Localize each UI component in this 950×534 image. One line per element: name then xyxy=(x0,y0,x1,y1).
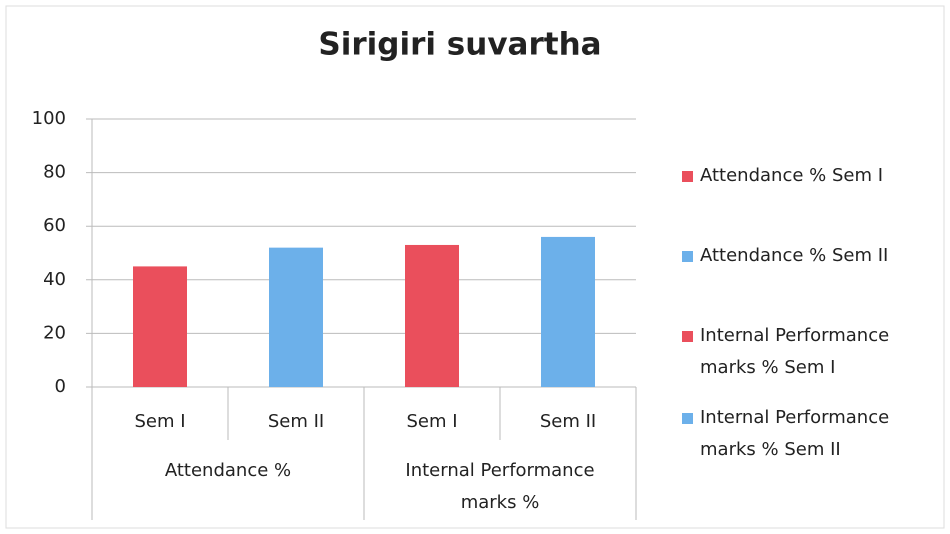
legend-item: Internal Performance marks % Sem I xyxy=(682,320,942,384)
chart-border xyxy=(5,5,945,529)
x-tick-label: Sem II xyxy=(268,411,324,432)
x-tick-label: Sem II xyxy=(540,411,596,432)
y-tick-label: 60 xyxy=(43,215,66,236)
legend-swatch xyxy=(682,171,693,182)
legend-swatch xyxy=(682,413,693,424)
legend-swatch xyxy=(682,331,693,342)
bar xyxy=(541,236,595,387)
group-label: Internal Performance marks % xyxy=(405,460,595,513)
group-label: Attendance % xyxy=(164,460,292,481)
legend-label: Attendance % Sem I xyxy=(700,165,884,186)
y-tick-label: 20 xyxy=(43,322,66,343)
legend-swatch xyxy=(682,251,693,262)
legend-label: Internal Performance marks % Sem II xyxy=(700,407,890,460)
y-tick-label: 80 xyxy=(43,162,66,183)
y-tick-label: 100 xyxy=(32,108,66,129)
x-tick-label: Sem I xyxy=(134,411,185,432)
y-tick-label: 40 xyxy=(43,269,66,290)
legend-item: Internal Performance marks % Sem II xyxy=(682,402,942,466)
legend-label: Attendance % Sem II xyxy=(700,245,889,266)
bar xyxy=(405,244,459,387)
legend-label: Internal Performance marks % Sem I xyxy=(700,325,890,378)
y-tick-label: 0 xyxy=(55,376,66,397)
chart-title: Sirigiri suvartha xyxy=(318,27,601,63)
legend-item: Attendance % Sem I xyxy=(682,160,942,192)
x-tick-label: Sem I xyxy=(406,411,457,432)
bar xyxy=(269,247,323,387)
legend-item: Attendance % Sem II xyxy=(682,240,942,272)
bar xyxy=(133,266,187,387)
